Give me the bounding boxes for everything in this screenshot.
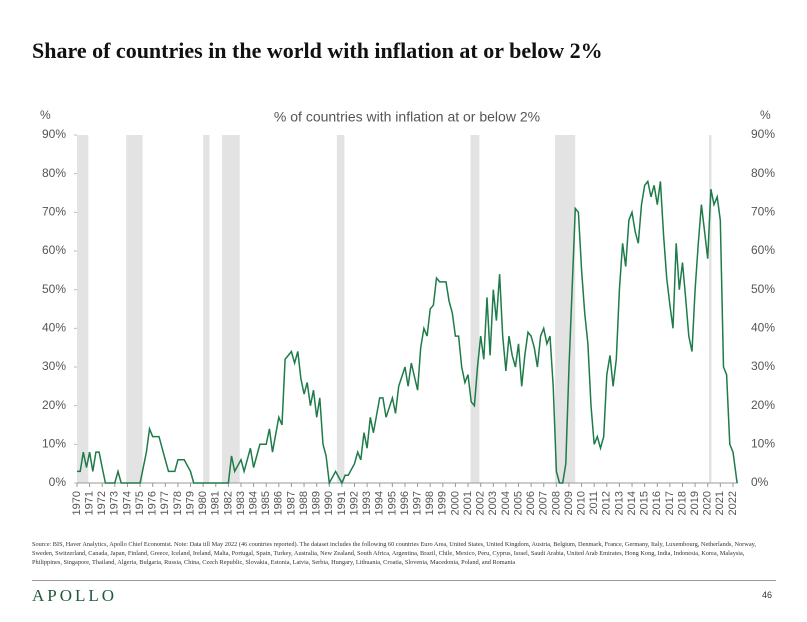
shaded-period [77,135,89,483]
source-note: Source: BIS, Haver Analytics, Apollo Chi… [32,541,756,566]
x-tick-label: 1970 [71,491,83,515]
shaded-period [203,135,210,483]
x-tick-label: 1999 [437,491,449,515]
x-tick-label: 1973 [109,491,121,515]
x-tick-label: 1984 [248,491,260,515]
y-tick-label: 0% [49,475,67,489]
x-tick-label: 2004 [500,491,512,515]
chart-title: Share of countries in the world with inf… [32,38,603,63]
x-tick-label: 1993 [361,491,373,515]
x-tick-label: 1976 [147,491,159,515]
x-tick-label: 2010 [575,491,587,515]
x-tick-label: 1989 [311,491,323,515]
x-tick-label: 2009 [563,491,575,515]
shaded-period [470,135,480,483]
x-tick-label: 1996 [399,491,411,515]
x-tick-label: 1997 [411,491,423,515]
x-tick-label: 2002 [475,491,487,515]
x-tick-label: 1991 [336,491,348,515]
x-tick-label: 1990 [323,491,335,515]
x-tick-label: 1978 [172,491,184,515]
x-tick-label: 2014 [626,491,638,515]
y-tick-label: 10% [42,437,66,451]
x-tick-label: 2022 [727,491,739,515]
shaded-period [336,135,345,483]
x-tick-label: 2019 [689,491,701,515]
x-tick-label: 1992 [348,491,360,515]
x-tick-label: 1980 [197,491,209,515]
page-number: 46 [762,590,773,600]
x-tick-label: 2012 [601,491,613,515]
y-tick-label: 50% [42,282,66,296]
x-tick-label: 2000 [449,491,461,515]
y2-tick-label: 10% [751,437,775,451]
x-tick-label: 1983 [235,491,247,515]
footer-rule [32,580,776,581]
x-tick-label: 1979 [184,491,196,515]
shaded-period [222,135,240,483]
x-tick-label: 1974 [121,491,133,515]
x-tick-label: 2013 [613,491,625,515]
x-tick-label: 2020 [702,491,714,515]
x-tick-label: 1998 [424,491,436,515]
y-tick-label: 40% [42,321,66,335]
shaded-period [126,135,143,483]
y2-tick-label: 20% [751,398,775,412]
y-tick-label: 90% [42,127,66,141]
y2-tick-label: 60% [751,243,775,257]
x-tick-label: 1995 [386,491,398,515]
y-tick-label: 80% [42,166,66,180]
y2-tick-label: 40% [751,321,775,335]
x-tick-label: 2005 [512,491,524,515]
x-tick-label: 1986 [273,491,285,515]
y-tick-label: 60% [42,243,66,257]
x-tick-label: 2017 [664,491,676,515]
shaded-period [555,135,576,483]
x-tick-label: 2015 [639,491,651,515]
x-tick-label: 1981 [210,491,222,515]
x-tick-label: 2006 [525,491,537,515]
x-tick-label: 1977 [159,491,171,515]
x-tick-label: 2011 [588,491,600,515]
x-tick-label: 1987 [285,491,297,515]
y2-tick-label: 0% [751,475,769,489]
y2-tick-label: 50% [751,282,775,296]
x-tick-label: 1985 [260,491,272,515]
x-tick-label: 2021 [714,491,726,515]
x-tick-label: 1982 [222,491,234,515]
y2-tick-label: 30% [751,359,775,373]
x-tick-label: 2018 [676,491,688,515]
x-tick-label: 1971 [84,491,96,515]
y-tick-label: 70% [42,205,66,219]
x-tick-label: 1975 [134,491,146,515]
x-tick-label: 1972 [96,491,108,515]
y2-axis-label: % [760,108,771,122]
x-tick-label: 2003 [487,491,499,515]
shaded-period [708,135,712,483]
x-tick-label: 2008 [550,491,562,515]
line-series [77,179,738,486]
y2-tick-label: 90% [751,127,775,141]
y2-tick-label: 80% [751,166,775,180]
y-tick-label: 20% [42,398,66,412]
logo: APOLLO [32,586,118,605]
x-tick-label: 2016 [651,491,663,515]
y2-tick-label: 70% [751,205,775,219]
x-tick-label: 1988 [298,491,310,515]
x-tick-label: 2001 [462,491,474,515]
y-tick-label: 30% [42,359,66,373]
x-tick-label: 1994 [374,491,386,515]
chart: % of countries with inflation at or belo… [40,108,775,515]
x-tick-label: 2007 [538,491,550,515]
y-axis-label: % [40,108,51,122]
chart-subtitle: % of countries with inflation at or belo… [274,109,540,125]
